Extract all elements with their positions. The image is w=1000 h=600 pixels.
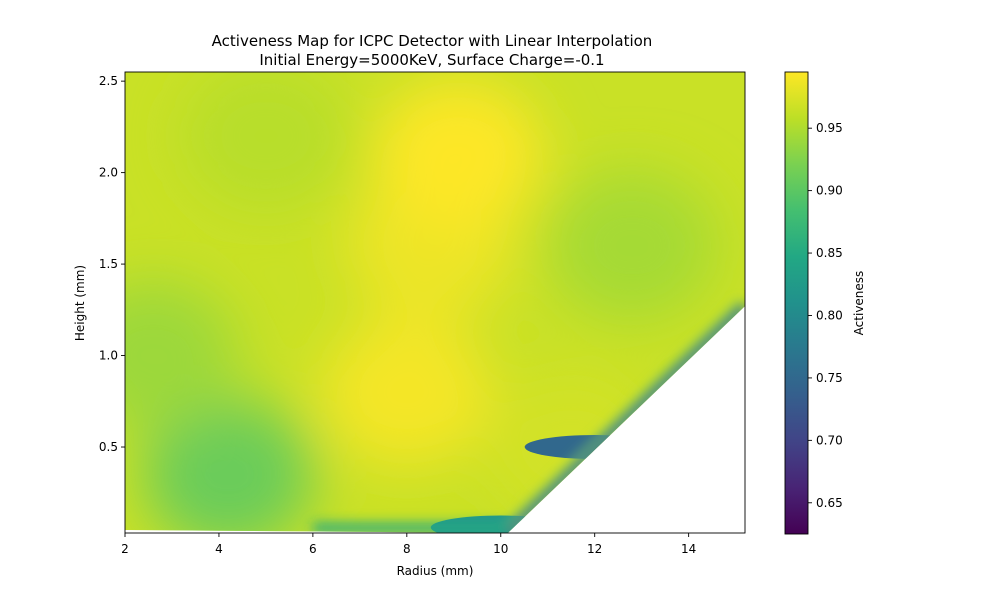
colorbar-tick-label: 0.75 [816, 371, 843, 385]
chart-subtitle: Initial Energy=5000KeV, Surface Charge=-… [259, 51, 604, 69]
y-axis: 0.5 1.0 1.5 2.0 2.5 [99, 74, 125, 454]
chart-title: Activeness Map for ICPC Detector with Li… [212, 32, 653, 50]
colorbar-tick-label: 0.65 [816, 496, 843, 510]
y-axis-label: Height (mm) [73, 265, 87, 341]
x-tick-label: 6 [309, 542, 317, 556]
colorbar [784, 71, 809, 535]
bottom-edge [312, 523, 508, 533]
colorbar-tick-label: 0.95 [816, 121, 843, 135]
heatmap-region [143, 399, 314, 533]
colorbar-axis: 0.65 0.70 0.75 0.80 0.85 0.90 0.95 [808, 121, 843, 510]
colorbar-tick-label: 0.70 [816, 433, 843, 447]
heatmap-region [180, 72, 351, 212]
x-tick-label: 12 [587, 542, 602, 556]
x-axis-label: Radius (mm) [397, 564, 474, 578]
x-tick-label: 8 [403, 542, 411, 556]
x-tick-label: 4 [215, 542, 223, 556]
x-axis: 2 4 6 8 10 12 14 [121, 533, 696, 556]
heatmap-region [547, 170, 718, 321]
axes-frame [124, 71, 746, 534]
colorbar-tick-label: 0.90 [816, 184, 843, 198]
colorbar-label: Activeness [852, 271, 866, 336]
y-tick-label: 1.0 [99, 349, 118, 363]
heatmap-region [373, 79, 544, 230]
y-tick-label: 2.5 [99, 74, 118, 88]
colorbar-tick-label: 0.85 [816, 246, 843, 260]
heatmap-region [125, 280, 239, 431]
y-tick-label: 2.0 [99, 166, 118, 180]
x-tick-label: 2 [121, 542, 129, 556]
y-tick-label: 1.5 [99, 257, 118, 271]
x-tick-label: 14 [681, 542, 696, 556]
heatmap-region [321, 317, 492, 468]
y-tick-label: 0.5 [99, 440, 118, 454]
boundary-edge [506, 304, 745, 533]
colorbar-tick-label: 0.80 [816, 308, 843, 322]
heatmap-area [125, 72, 745, 533]
x-tick-label: 10 [493, 542, 508, 556]
